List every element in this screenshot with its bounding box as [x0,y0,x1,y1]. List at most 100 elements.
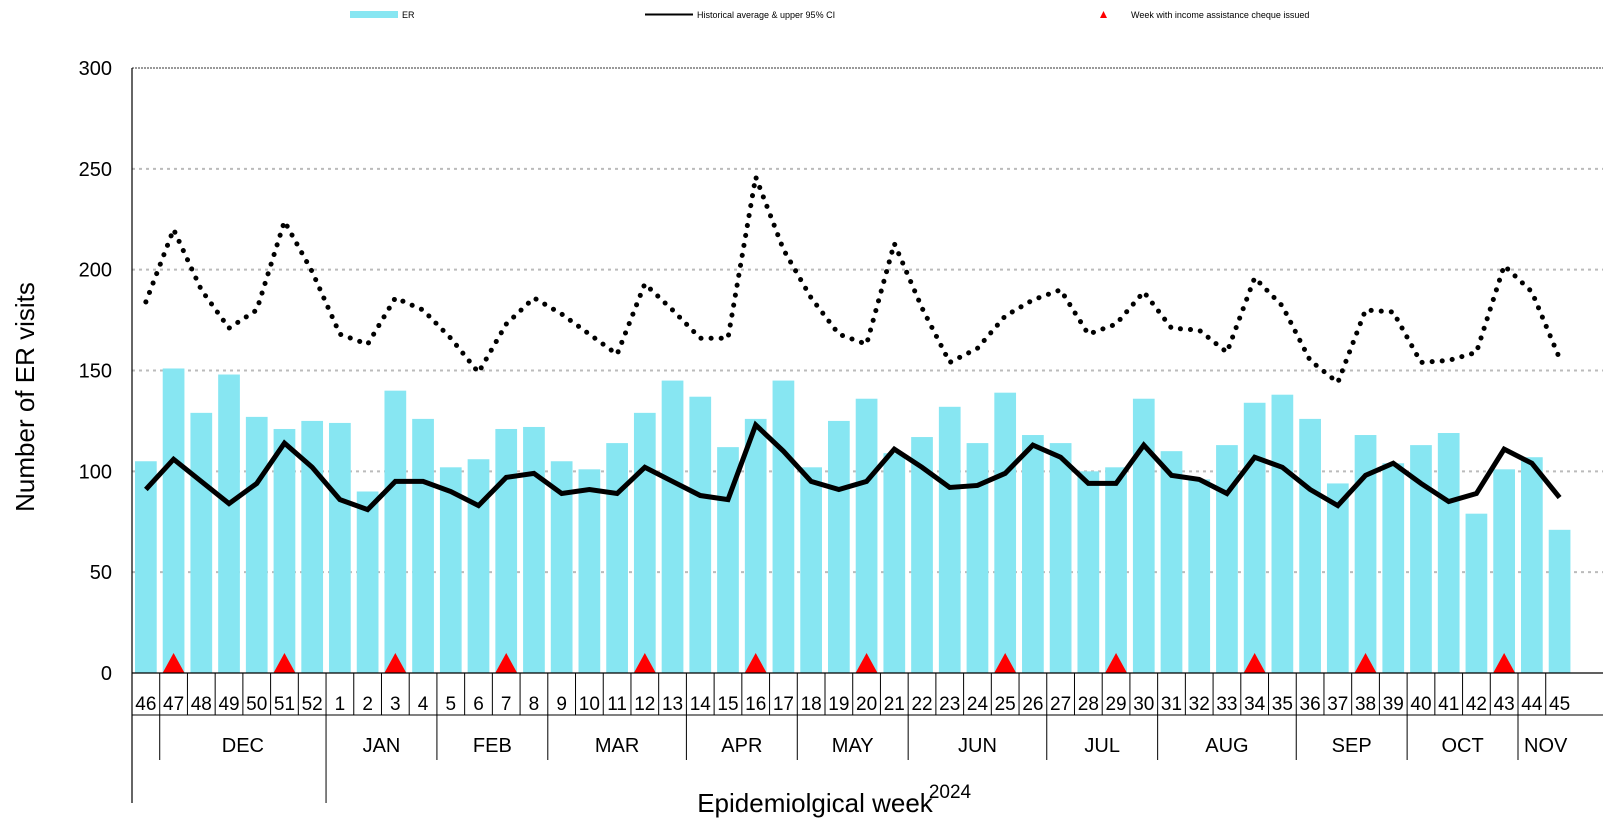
er-bar [606,443,628,673]
week-tick-label: 4 [418,694,429,715]
week-tick-label: 13 [662,694,683,715]
week-tick-label: 2 [362,694,373,715]
er-bar [1160,451,1183,673]
week-tick-label: 46 [135,694,156,715]
legend-er-swatch [350,11,398,18]
y-tick-label: 300 [79,58,112,80]
er-bar [966,443,989,673]
er-bar [1077,471,1100,673]
month-label: MAR [595,735,639,757]
cheque-marker [384,653,407,673]
er-bar [523,426,545,673]
week-tick-label: 42 [1466,694,1487,715]
er-bar [1216,445,1238,673]
er-bar [1105,467,1127,673]
er-bar [994,392,1017,673]
y-tick-label: 0 [101,663,112,685]
er-bar [1493,469,1515,673]
er-bar [1188,479,1211,673]
er-bar [855,398,878,673]
er-bar [578,469,601,673]
week-tick-label: 28 [1078,694,1099,715]
er-bars [135,368,1571,673]
er-bar [1326,483,1349,673]
er-bar [661,380,684,673]
er-bar [550,461,573,673]
week-tick-label: 51 [274,694,295,715]
month-label: AUG [1205,735,1248,757]
er-bar [301,420,324,673]
legend: ER Historical average & upper 95% CI Week … [350,10,1309,20]
trend-lines [143,174,1563,513]
y-tick-label: 150 [79,361,112,383]
week-tick-label: 7 [501,694,512,715]
month-label: JUN [958,735,997,757]
er-bar [1271,394,1294,673]
cheque-marker [633,653,656,673]
week-tick-label: 33 [1216,694,1237,715]
week-tick-label: 15 [717,694,738,715]
week-tick-label: 17 [773,694,794,715]
week-tick-label: 8 [529,694,540,715]
er-bar [633,412,656,673]
upper-95-ci-line [143,174,1563,386]
week-tick-label: 49 [218,694,239,715]
cheque-marker [1243,653,1266,673]
er-bar [744,418,767,673]
cheque-marker [1493,653,1516,673]
week-tick-label: 31 [1161,694,1182,715]
week-tick-label: 43 [1494,694,1515,715]
y-tick-label: 250 [79,159,112,181]
month-label: OCT [1441,735,1483,757]
historical-average-line [144,420,1562,513]
er-bar [1382,463,1405,673]
legend-triangle-label: Week with income assistance cheque issue… [1131,10,1309,20]
er-bar [1548,529,1571,673]
er-bar [1132,398,1155,673]
week-tick-label: 10 [579,694,600,715]
week-tick-label: 21 [884,694,905,715]
er-bar [495,428,518,673]
week-tick-label: 50 [246,694,267,715]
week-tick-label: 5 [445,694,456,715]
cheque-marker [273,653,296,673]
month-label: MAY [832,735,874,757]
week-tick-label: 30 [1133,694,1154,715]
cheque-marker [1105,653,1128,673]
week-tick-label: 1 [335,694,346,715]
er-bar [273,428,296,673]
week-tick-label: 12 [634,694,655,715]
week-tick-label: 47 [163,694,184,715]
er-bar [135,461,157,673]
er-bar [1437,433,1460,673]
week-tick-label: 20 [856,694,877,715]
month-label: DEC [222,735,264,757]
week-tick-label: 40 [1410,694,1431,715]
er-bar [162,368,185,673]
er-bar [800,467,822,673]
er-bar [1521,457,1543,673]
er-bar [911,437,933,673]
er-bar [883,453,906,673]
er-bar [1299,418,1321,673]
er-bar [329,422,351,673]
cheque-marker [495,653,518,673]
week-tick-label: 24 [967,694,989,715]
week-tick-label: 6 [473,694,484,715]
er-bar [1354,435,1377,673]
week-tick-label: 11 [607,694,627,715]
cheque-marker [744,653,767,673]
er-bar [384,390,407,673]
week-tick-label: 26 [1022,694,1043,715]
cheque-markers [162,653,1516,673]
week-tick-label: 16 [745,694,766,715]
y-tick-label: 50 [90,562,112,584]
y-tick-label: 100 [79,461,112,483]
month-label: JUL [1084,735,1120,757]
month-label: JAN [363,735,401,757]
week-tick-label: 48 [191,694,212,715]
week-tick-label: 34 [1244,694,1266,715]
week-tick-label: 22 [911,694,932,715]
y-tick-label: 200 [79,260,112,282]
